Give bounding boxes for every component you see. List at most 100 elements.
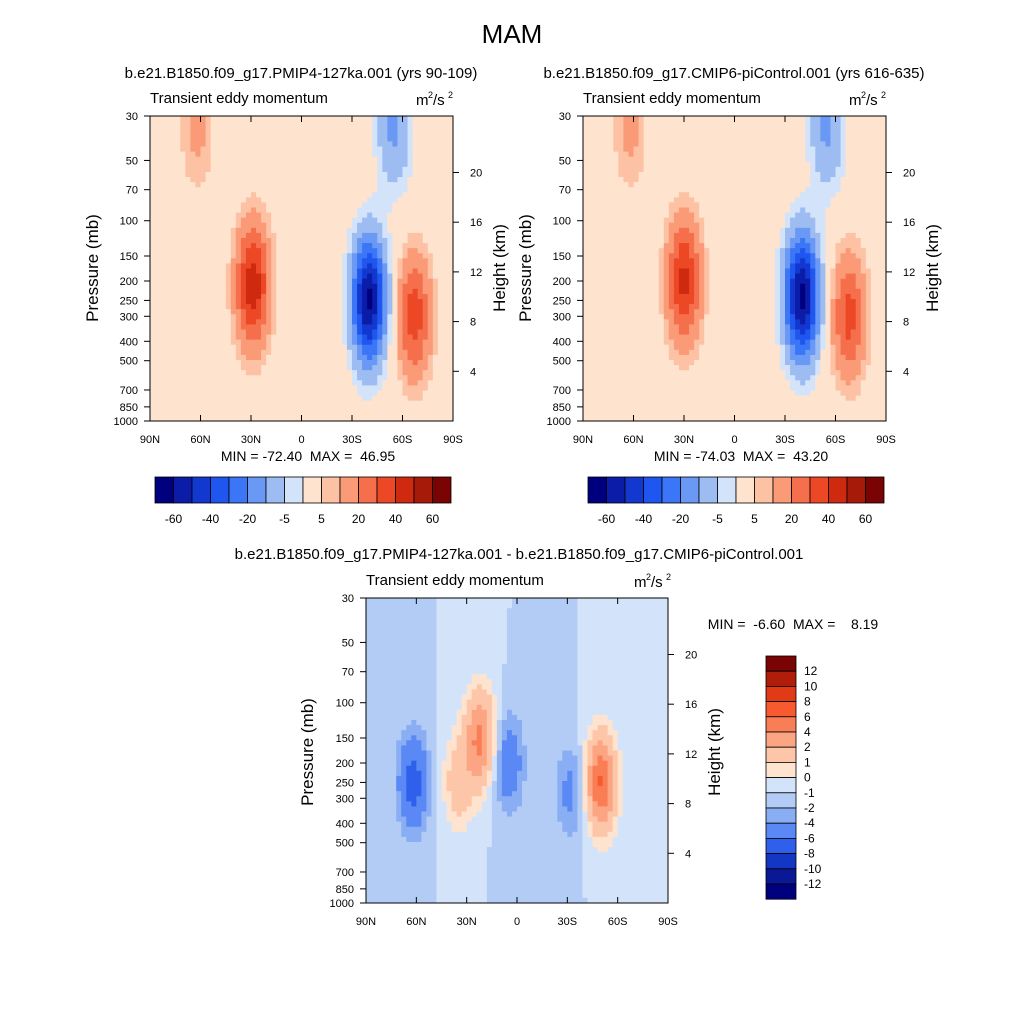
contour-cell xyxy=(603,177,609,183)
contour-cell xyxy=(281,171,287,178)
contour-cell xyxy=(623,187,630,193)
contour-cell xyxy=(155,405,161,412)
pressure-tick-label: 1000 xyxy=(114,416,138,428)
contour-cell xyxy=(225,375,232,381)
contour-cell xyxy=(155,171,161,178)
contour-cell xyxy=(744,187,751,193)
contour-cell xyxy=(407,324,414,331)
contour-cell xyxy=(367,187,373,193)
contour-cell xyxy=(593,151,599,158)
contour-cell xyxy=(195,177,202,183)
contour-cell xyxy=(296,324,303,331)
contour-cell xyxy=(774,187,781,193)
contour-cell xyxy=(618,121,624,127)
contour-cell xyxy=(170,273,176,280)
contour-cell xyxy=(779,202,786,209)
contour-cell xyxy=(845,131,852,137)
contour-cell xyxy=(341,385,348,392)
contour-cell xyxy=(160,385,166,392)
contour-cell xyxy=(155,385,161,392)
contour-cell xyxy=(790,187,796,193)
contour-cell xyxy=(311,329,318,336)
contour-cell xyxy=(749,197,756,204)
contour-cell xyxy=(150,131,156,137)
contour-cell xyxy=(377,299,383,305)
contour-cell xyxy=(845,217,852,224)
contour-cell xyxy=(195,375,202,381)
contour-cell xyxy=(336,136,343,143)
contour-cell xyxy=(734,197,741,204)
contour-cell xyxy=(155,166,161,173)
contour-cell xyxy=(256,207,262,214)
contour-cell xyxy=(694,187,700,193)
contour-cell xyxy=(170,410,176,417)
contour-cell xyxy=(739,126,746,132)
contour-cell xyxy=(165,334,171,341)
contour-cell xyxy=(165,370,171,376)
contour-cell xyxy=(190,385,197,392)
contour-cell xyxy=(689,131,695,137)
contour-cell xyxy=(382,171,388,178)
contour-cell xyxy=(220,278,227,285)
contour-cell xyxy=(779,207,786,214)
contour-cell xyxy=(724,171,731,178)
colorbar-box xyxy=(302,476,322,504)
contour-cell xyxy=(205,405,212,412)
contour-cell xyxy=(235,141,242,148)
contour-cell xyxy=(739,166,746,173)
contour-cell xyxy=(422,161,429,168)
contour-cell xyxy=(352,227,358,234)
contour-cell xyxy=(628,156,635,163)
contour-cell xyxy=(724,197,731,204)
contour-cell xyxy=(447,238,453,244)
contour-cell xyxy=(271,299,277,305)
contour-cell xyxy=(256,273,262,280)
contour-cell xyxy=(276,232,282,239)
contour-cell xyxy=(412,268,419,275)
contour-cell xyxy=(346,248,353,254)
contour-cell xyxy=(210,166,217,173)
contour-cell xyxy=(281,375,287,381)
contour-cell xyxy=(296,207,303,214)
contour-cell xyxy=(699,166,705,173)
contour-cell xyxy=(845,151,852,158)
contour-cell xyxy=(638,171,645,178)
contour-cell xyxy=(160,354,166,361)
contour-cell xyxy=(150,187,156,193)
contour-cell xyxy=(331,324,338,331)
contour-cell xyxy=(185,309,191,315)
contour-cell xyxy=(633,121,640,127)
contour-cell xyxy=(739,202,746,209)
contour-cell xyxy=(336,171,343,178)
contour-cell xyxy=(205,131,212,137)
contour-cell xyxy=(382,405,388,412)
colorbar-box xyxy=(376,476,396,504)
contour-cell xyxy=(830,166,837,173)
contour-cell xyxy=(362,319,368,326)
contour-cell xyxy=(271,222,277,229)
contour-cell xyxy=(266,278,272,285)
contour-cell xyxy=(719,222,725,229)
contour-cell xyxy=(653,192,660,198)
contour-cell xyxy=(210,202,217,209)
contour-cell xyxy=(291,283,298,290)
contour-cell xyxy=(235,166,242,173)
contour-cell xyxy=(724,151,731,158)
contour-cell xyxy=(845,197,852,204)
contour-cell xyxy=(588,187,594,193)
contour-cell xyxy=(377,365,383,371)
contour-cell xyxy=(261,248,267,254)
contour-cell xyxy=(215,217,222,224)
contour-cell xyxy=(442,217,449,224)
contour-cell xyxy=(195,268,202,275)
contour-cell xyxy=(729,156,736,163)
contour-cell xyxy=(220,400,227,407)
contour-cell xyxy=(190,304,197,310)
contour-cell xyxy=(276,136,282,143)
contour-cell xyxy=(422,278,429,285)
contour-cell xyxy=(357,192,363,198)
contour-cell xyxy=(603,192,609,198)
contour-cell xyxy=(739,146,746,153)
contour-cell xyxy=(276,207,282,214)
contour-cell xyxy=(210,192,217,198)
